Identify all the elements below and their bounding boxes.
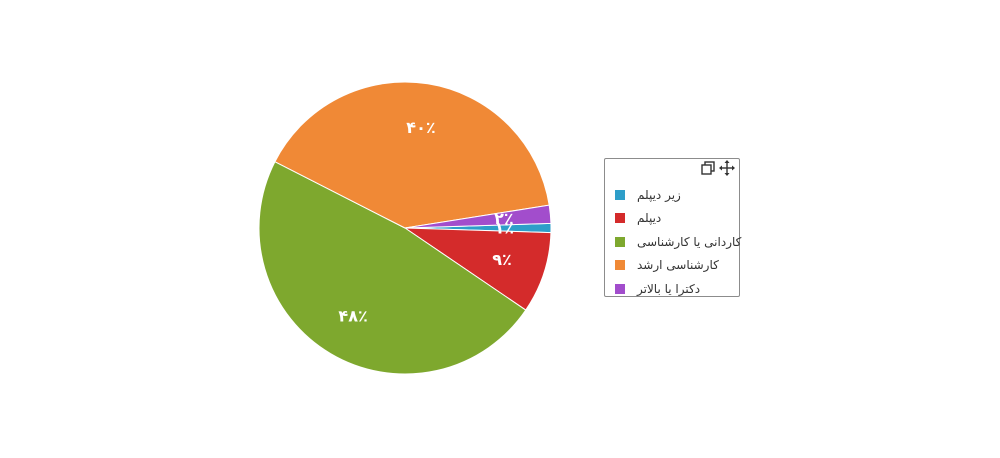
legend-items: زیر دیپلم دیپلم کاردانی یا کارشناسی کارش… (615, 183, 741, 301)
pie-data-label: ۹٪ (492, 250, 512, 269)
legend-item[interactable]: کارشناسی ارشد (615, 254, 727, 278)
copy-icon[interactable] (701, 161, 715, 175)
pie-slice[interactable] (274, 81, 550, 229)
pie-data-label: ۱٪ (495, 219, 515, 238)
legend-swatch (615, 213, 625, 224)
legend-label: زیر دیپلم (637, 187, 681, 202)
pie-slice[interactable] (403, 227, 552, 311)
legend-item[interactable]: دیپلم (615, 207, 727, 231)
legend-swatch (615, 189, 625, 200)
legend-label: دیپلم (637, 211, 662, 226)
pie-data-label: ۲٪ (494, 209, 514, 228)
pie-slices (258, 81, 552, 375)
legend-item[interactable]: کاردانی یا کارشناسی (615, 230, 741, 254)
pie-data-labels: ۱٪ ۹٪ ۴۸٪ ۴۰٪ ۲٪ (338, 118, 514, 326)
move-icon[interactable] (719, 160, 735, 176)
legend-item[interactable]: دکترا یا بالاتر (615, 277, 727, 301)
pie-slice[interactable] (404, 204, 552, 229)
legend-label: کارشناسی ارشد (637, 258, 719, 273)
legend-swatch (615, 236, 625, 247)
chart-legend[interactable]: زیر دیپلم دیپلم کاردانی یا کارشناسی کارش… (604, 158, 741, 297)
legend-label: دکترا یا بالاتر (637, 281, 701, 296)
pie-data-label: ۴۰٪ (406, 118, 435, 137)
legend-item[interactable]: زیر دیپلم (615, 183, 727, 207)
legend-toolbar (701, 160, 735, 176)
legend-swatch (615, 260, 625, 271)
pie-data-label: ۴۸٪ (338, 306, 367, 325)
legend-label: کاردانی یا کارشناسی (637, 234, 742, 249)
pie-slice[interactable] (258, 161, 527, 375)
legend-swatch (615, 283, 625, 294)
